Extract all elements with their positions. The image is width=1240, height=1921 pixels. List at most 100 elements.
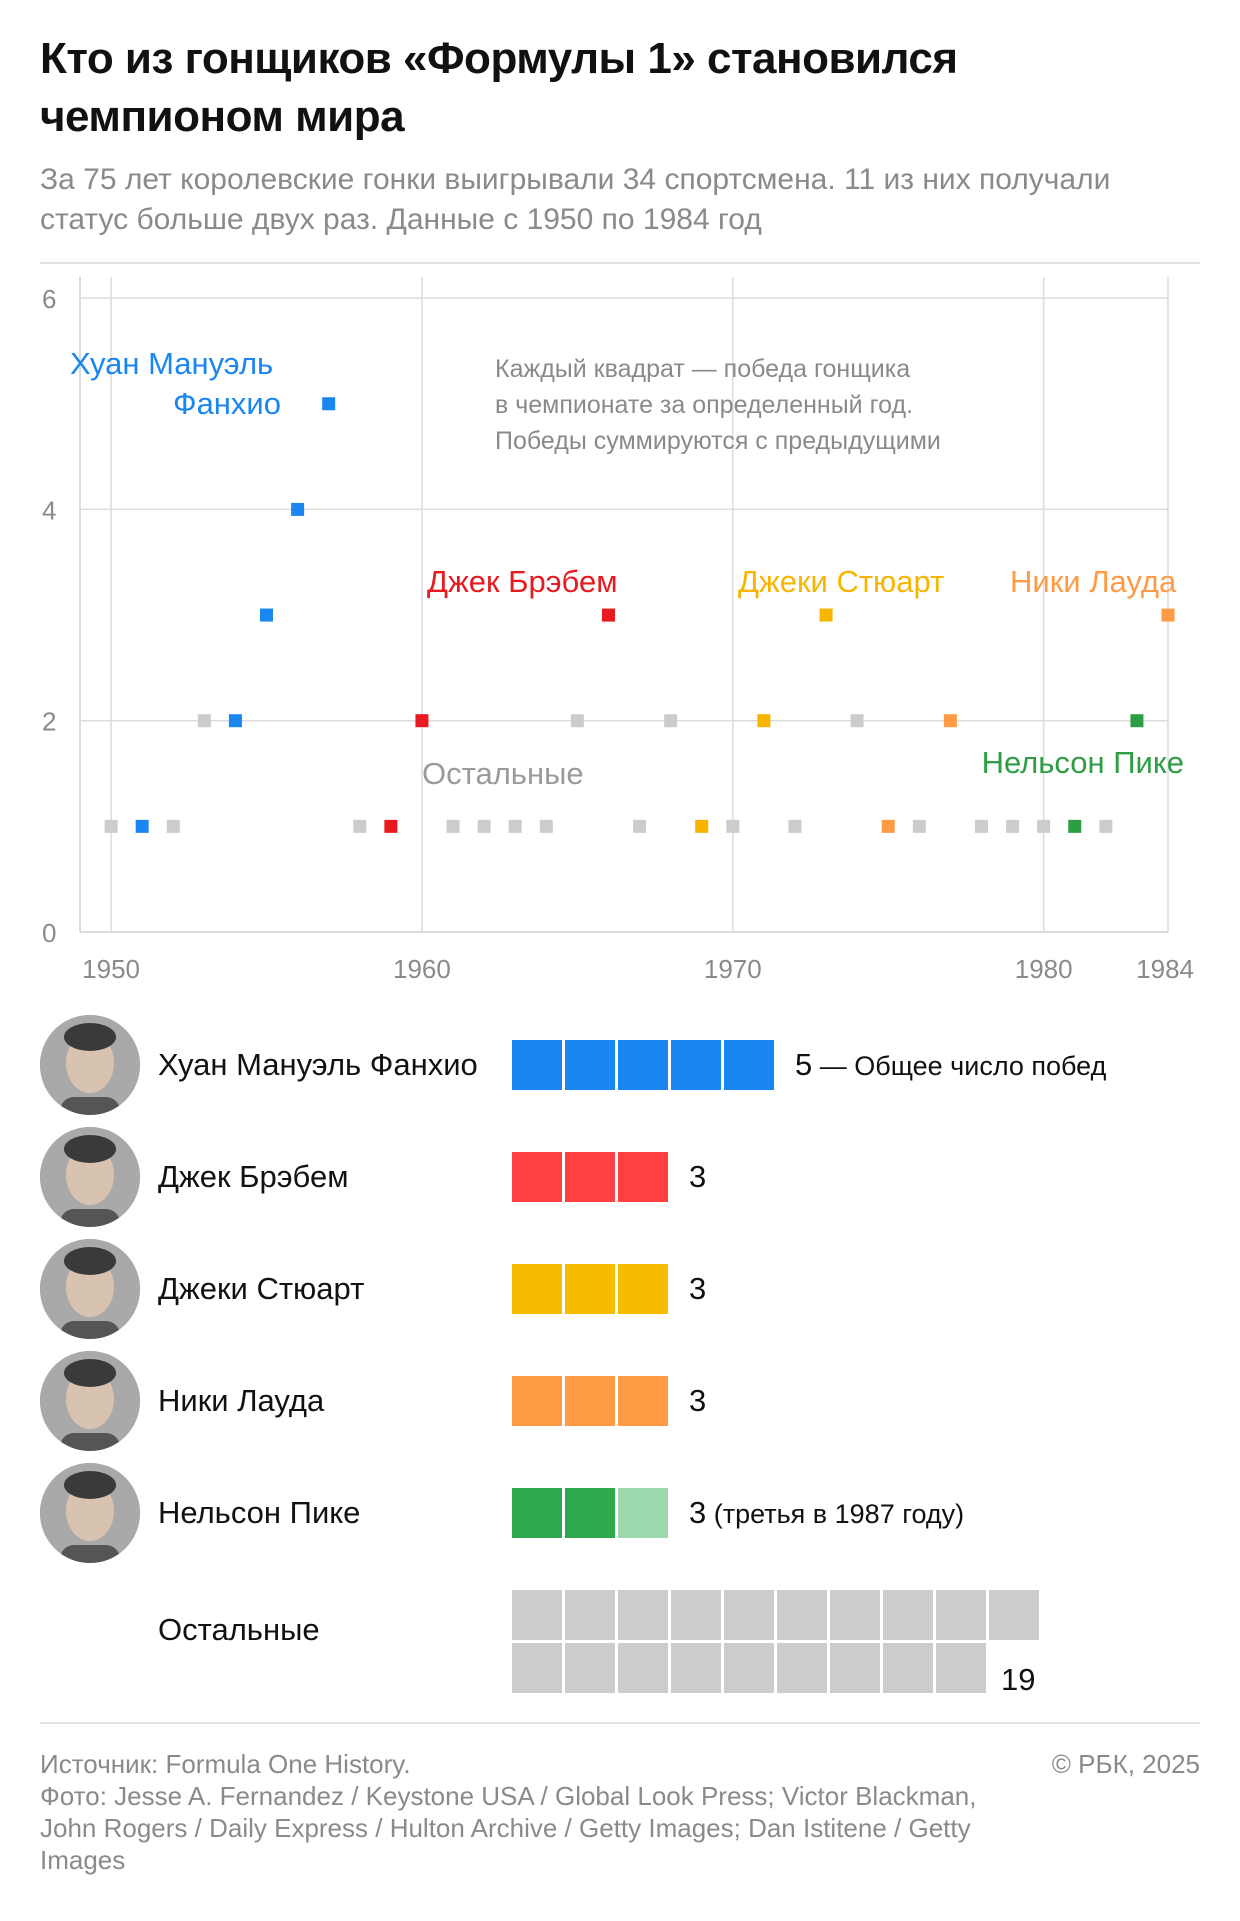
series-label: Хуан Мануэль	[70, 346, 273, 381]
win-square	[512, 1488, 562, 1538]
page-subtitle: За 75 лет королевские гонки выигрывали 3…	[40, 163, 1111, 236]
driver-name: Нельсон Пике	[158, 1495, 361, 1530]
chart-annotation: Каждый квадрат — победа гонщика в чемпио…	[495, 355, 941, 455]
win-square	[671, 1040, 721, 1090]
win-square	[724, 1040, 774, 1090]
data-point	[1037, 819, 1051, 833]
data-point	[601, 608, 615, 622]
win-square	[618, 1590, 668, 1640]
win-square	[512, 1643, 562, 1693]
y-tick-label: 2	[42, 707, 56, 737]
driver-photo	[40, 1463, 140, 1563]
win-square	[618, 1643, 668, 1693]
data-point	[912, 819, 926, 833]
data-point	[788, 819, 802, 833]
win-square	[671, 1643, 721, 1693]
win-square	[724, 1643, 774, 1693]
y-tick-label: 4	[42, 495, 56, 525]
data-point	[353, 819, 367, 833]
driver-photo	[40, 1127, 140, 1227]
win-square	[936, 1643, 986, 1693]
win-square	[512, 1376, 562, 1426]
data-point	[1006, 819, 1020, 833]
data-point	[135, 819, 149, 833]
win-square	[830, 1590, 880, 1640]
win-square	[565, 1488, 615, 1538]
page-title: Кто из гонщиков «Формулы 1» становился ч…	[40, 34, 958, 141]
data-point	[228, 714, 242, 728]
data-point	[446, 819, 460, 833]
win-square	[512, 1152, 562, 1202]
win-square	[618, 1040, 668, 1090]
win-square	[883, 1643, 933, 1693]
data-point	[633, 819, 647, 833]
win-count-number: 5	[795, 1047, 813, 1082]
win-square	[565, 1264, 615, 1314]
win-square	[565, 1040, 615, 1090]
footer-copyright: © РБК, 2025	[1051, 1749, 1200, 1779]
win-square	[830, 1643, 880, 1693]
footer-credits: Источник: Formula One History. Фото: Jes…	[40, 1748, 1000, 1876]
win-square	[618, 1376, 668, 1426]
win-square	[512, 1590, 562, 1640]
win-square	[883, 1590, 933, 1640]
driver-photo	[40, 1015, 140, 1115]
others-label: Остальные	[158, 1612, 320, 1647]
series-label: Нельсон Пике	[982, 745, 1184, 780]
win-square	[777, 1643, 827, 1693]
data-point	[322, 397, 336, 411]
data-point	[1161, 608, 1175, 622]
data-point	[384, 819, 398, 833]
win-square	[565, 1376, 615, 1426]
data-point	[726, 819, 740, 833]
data-point	[974, 819, 988, 833]
win-count-note: — Общее число побед	[812, 1051, 1107, 1081]
others-count: 19	[1001, 1662, 1036, 1697]
series-label: Джеки Стюарт	[738, 564, 944, 599]
data-point	[539, 819, 553, 833]
win-count-number: 3	[689, 1495, 707, 1530]
data-point	[664, 714, 678, 728]
win-count: 3	[689, 1157, 706, 1197]
data-point	[1130, 714, 1144, 728]
data-point	[260, 608, 274, 622]
x-tick-label: 1970	[704, 954, 762, 984]
data-point	[757, 714, 771, 728]
x-tick-label: 1950	[82, 954, 140, 984]
win-count-number: 3	[689, 1383, 707, 1418]
driver-name: Джек Брэбем	[158, 1159, 349, 1194]
win-square	[724, 1590, 774, 1640]
win-square	[565, 1643, 615, 1693]
data-point	[508, 819, 522, 833]
data-point	[819, 608, 833, 622]
x-tick-label: 1984	[1136, 954, 1194, 984]
footer-photo-credits: Фото: Jesse A. Fernandez / Keystone USA …	[40, 1781, 977, 1875]
footer-source: Источник: Formula One History.	[40, 1749, 411, 1779]
driver-photo	[40, 1239, 140, 1339]
series-label: Фанхио	[173, 386, 281, 421]
data-point	[943, 714, 957, 728]
data-point	[695, 819, 709, 833]
data-point	[570, 714, 584, 728]
win-square	[512, 1264, 562, 1314]
data-point	[477, 819, 491, 833]
data-point	[881, 819, 895, 833]
data-point	[415, 714, 429, 728]
win-square	[512, 1040, 562, 1090]
driver-name: Джеки Стюарт	[158, 1271, 365, 1306]
y-tick-label: 0	[42, 918, 56, 948]
win-square	[565, 1590, 615, 1640]
data-point	[1099, 819, 1113, 833]
win-square	[936, 1590, 986, 1640]
data-point	[850, 714, 864, 728]
driver-photo	[40, 1351, 140, 1451]
x-tick-label: 1980	[1015, 954, 1073, 984]
series-label: Остальные	[422, 756, 584, 791]
data-point	[197, 714, 211, 728]
win-square	[671, 1590, 721, 1640]
driver-name: Хуан Мануэль Фанхио	[158, 1047, 478, 1082]
data-point	[166, 819, 180, 833]
win-square	[565, 1152, 615, 1202]
bottom-divider	[40, 1722, 1200, 1724]
championships-chart: 0 2 4 6 1950 1960 1970 1980 1984 Хуан Мануэль Фа…	[42, 277, 1194, 984]
